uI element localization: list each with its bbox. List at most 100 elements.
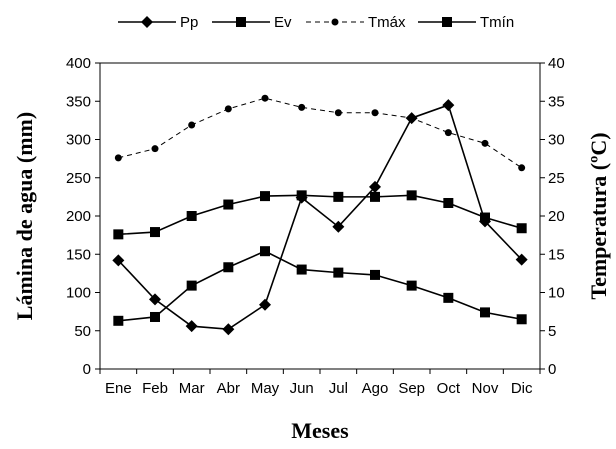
x-tick-label: May (251, 380, 280, 397)
x-tick-label: Abr (217, 380, 240, 397)
data-point-pp (369, 180, 381, 193)
x-tick-label: Dic (511, 380, 533, 397)
left-tick-label: 0 (83, 361, 91, 378)
legend-label: Tmáx (368, 14, 406, 31)
data-point-pp (112, 254, 125, 267)
series-ev (113, 246, 527, 326)
series-line-ev (118, 250, 522, 322)
data-point-tmin (370, 191, 380, 202)
legend: Pp Ev Tmáx Tmín (118, 14, 514, 31)
data-point-tmax (371, 109, 379, 117)
left-tick-label: 50 (74, 323, 91, 340)
data-point-tmin (150, 227, 160, 238)
data-point-tmax (261, 94, 269, 102)
data-point-pp (332, 220, 345, 233)
right-tick-label: 5 (548, 323, 556, 340)
data-point-tmax (334, 109, 342, 117)
legend-label: Ev (274, 14, 292, 31)
data-point-ev (516, 314, 527, 325)
data-point-pp (515, 253, 528, 266)
right-tick-label: 0 (548, 361, 556, 378)
data-point-tmin (516, 223, 527, 234)
x-axis: Ene Feb Mar Abr May Jun Jul Ago Sep Oct Nov Dic (99, 369, 541, 397)
left-y-axis: 0 50 100 150 200 250 300 350 400 (66, 55, 100, 378)
right-tick-label: 35 (548, 93, 565, 110)
data-point-ev (223, 262, 234, 273)
x-tick-label: Feb (142, 380, 168, 397)
legend-marker (442, 17, 452, 27)
data-point-tmax (188, 121, 196, 129)
data-point-pp (149, 293, 161, 306)
series-tmin (113, 190, 527, 240)
data-point-ev (296, 264, 307, 275)
data-point-tmin (113, 229, 124, 240)
legend-marker (331, 18, 339, 26)
data-point-ev (113, 315, 124, 326)
data-point-tmax (481, 139, 489, 147)
data-point-tmin (186, 211, 197, 221)
right-tick-label: 40 (548, 55, 565, 72)
plot-area (99, 62, 541, 370)
data-point-ev (333, 267, 344, 278)
data-point-ev (443, 292, 454, 303)
data-point-ev (480, 307, 490, 318)
legend-label: Tmín (480, 14, 514, 31)
legend-item-tmin: Tmín (418, 14, 514, 31)
data-point-ev (260, 246, 270, 257)
right-tick-label: 10 (548, 285, 565, 302)
left-tick-label: 400 (66, 55, 91, 72)
series-line-tmin (118, 194, 522, 236)
data-point-tmax (444, 129, 452, 137)
data-point-tmin (260, 191, 270, 202)
right-tick-label: 20 (548, 208, 565, 225)
data-point-pp (185, 320, 198, 333)
legend-marker (141, 16, 153, 28)
left-tick-label: 250 (66, 170, 91, 187)
x-tick-label: Jun (290, 380, 314, 397)
legend-item-tmax: Tmáx (306, 14, 406, 31)
right-tick-label: 25 (548, 170, 565, 187)
x-tick-label: Oct (437, 380, 461, 397)
legend-label: Pp (180, 14, 198, 31)
left-tick-label: 150 (66, 246, 91, 263)
series-tmax (114, 94, 526, 172)
series-group (112, 94, 528, 336)
data-point-tmin (223, 199, 234, 210)
data-point-tmin (296, 190, 307, 201)
data-point-tmax (114, 154, 122, 162)
data-point-tmax (224, 105, 232, 113)
data-point-ev (370, 269, 380, 280)
legend-marker (236, 17, 246, 27)
data-point-tmax (151, 145, 159, 153)
data-point-tmax (298, 103, 306, 111)
left-tick-label: 300 (66, 132, 91, 149)
data-point-ev (150, 311, 160, 322)
left-y-axis-title: Lámina de agua (mm) (12, 112, 37, 320)
data-point-ev (406, 280, 417, 291)
data-point-tmin (406, 190, 417, 201)
data-point-tmin (480, 212, 490, 223)
right-tick-label: 30 (548, 132, 565, 149)
x-tick-label: Ene (105, 380, 132, 397)
left-tick-label: 100 (66, 285, 91, 302)
data-point-pp (259, 298, 271, 311)
legend-item-ev: Ev (212, 14, 292, 31)
series-line-pp (117, 104, 523, 331)
data-point-pp (442, 99, 455, 112)
data-point-tmax (518, 164, 526, 172)
series-line-tmax (118, 97, 522, 169)
data-point-tmin (333, 191, 344, 202)
left-tick-label: 200 (66, 208, 91, 225)
legend-item-pp: Pp (118, 14, 198, 31)
x-tick-label: Ago (362, 380, 389, 397)
x-tick-label: Nov (472, 380, 499, 397)
right-tick-label: 15 (548, 246, 565, 263)
data-point-ev (186, 280, 197, 291)
x-axis-title: Meses (291, 418, 349, 443)
x-tick-label: Jul (329, 380, 348, 397)
left-tick-label: 350 (66, 93, 91, 110)
right-y-axis-title: Temperatura (ºC) (586, 132, 611, 299)
right-y-axis: 0 5 10 15 20 25 30 35 40 (540, 55, 565, 378)
x-tick-label: Mar (179, 380, 205, 397)
